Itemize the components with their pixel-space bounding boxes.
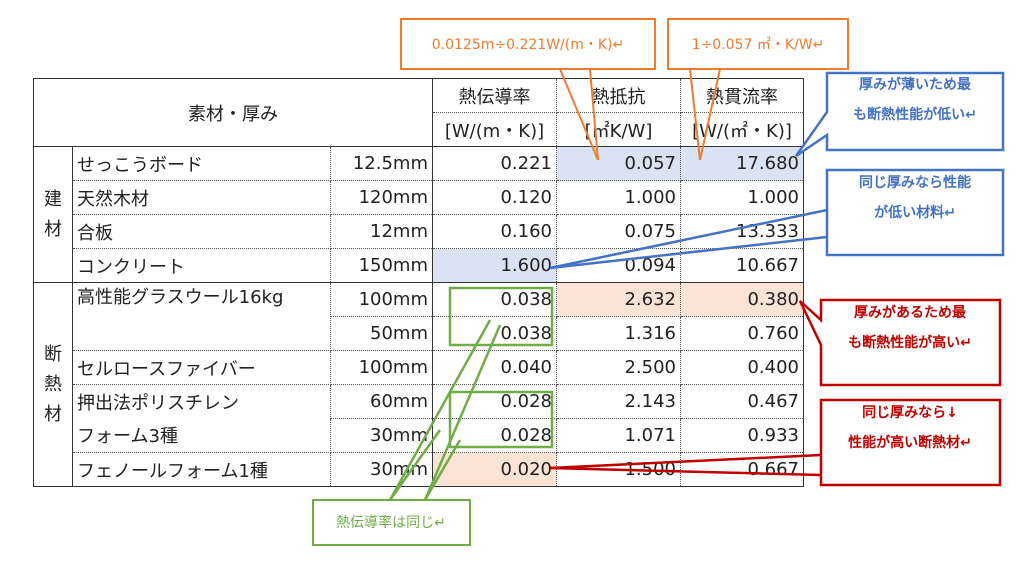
cell: 10.667 bbox=[680, 248, 804, 283]
cell: 60mm bbox=[330, 384, 433, 419]
cell: 0.020 bbox=[432, 452, 557, 487]
material-table: 素材・厚み 熱伝導率 熱抵抗 熱貫流率 [W/(m・K)] [㎡K/W] [W/(㎡・K… bbox=[33, 78, 804, 487]
cell: 2.500 bbox=[556, 350, 681, 385]
row: 天然木材 120mm 0.120 1.000 1.000 bbox=[34, 180, 804, 215]
cell: 2.632 bbox=[556, 282, 681, 317]
cell: 1.316 bbox=[556, 316, 681, 351]
cell: 12.5mm bbox=[330, 146, 433, 181]
callout-text: 同じ厚みなら性能 bbox=[859, 174, 971, 191]
cell: 0.160 bbox=[432, 214, 557, 249]
cell: 建 材 bbox=[33, 146, 73, 283]
cell: フォーム3種 bbox=[72, 418, 331, 453]
row: 50mm 0.038 1.316 0.760 bbox=[34, 316, 804, 351]
callout-text: 1÷0.057 ㎡・K/W↵ bbox=[692, 37, 825, 53]
cell: 0.400 bbox=[680, 350, 804, 385]
callout-text: 0.0125m÷0.221W/(m・K)↵ bbox=[432, 37, 624, 53]
row: 建 材せっこうボード 12.5mm 0.221 0.057 17.680 bbox=[33, 146, 804, 283]
cell: 150mm bbox=[330, 248, 433, 283]
row: フォーム3種 30mm 0.028 1.071 0.933 bbox=[34, 418, 804, 453]
cell: 断 熱 材 bbox=[33, 282, 73, 487]
callout-text: 熱伝導率は同じ↵ bbox=[336, 514, 446, 531]
cell: 1.071 bbox=[556, 418, 681, 453]
cell: 天然木材 bbox=[72, 180, 331, 215]
header: 熱伝導率 bbox=[432, 78, 557, 113]
row: フェノールフォーム1種 30mm 0.020 1.500 0.667 bbox=[34, 452, 804, 487]
cell: せっこうボード bbox=[72, 146, 331, 181]
header: 熱貫流率 bbox=[680, 78, 804, 113]
cell: セルロースファイバー bbox=[72, 350, 331, 385]
callout-text: 厚みがあるため最 bbox=[854, 304, 967, 321]
cell: 0.075 bbox=[556, 214, 681, 249]
header-unit: [㎡K/W] bbox=[556, 112, 681, 147]
header-unit: [W/(㎡・K)] bbox=[680, 112, 804, 147]
cell: 0.380 bbox=[680, 282, 804, 317]
callout-text: 性能が高い断熱材↵ bbox=[848, 434, 972, 451]
cell: フェノールフォーム1種 bbox=[72, 452, 331, 487]
cell: 0.120 bbox=[432, 180, 557, 215]
cell: 合板 bbox=[72, 214, 331, 249]
cell: 30mm bbox=[330, 418, 433, 453]
cell: 30mm bbox=[330, 452, 433, 487]
callout-text: が低い材料↵ bbox=[874, 204, 956, 221]
cell: 0.057 bbox=[556, 146, 681, 181]
row: 押出法ポリスチレン 60mm 0.028 2.143 0.467 bbox=[34, 384, 804, 419]
cell: 0.028 bbox=[432, 384, 557, 419]
cell: 0.040 bbox=[432, 350, 557, 385]
cell: 0.221 bbox=[432, 146, 557, 181]
table-body: 建 材せっこうボード 12.5mm 0.221 0.057 17.680 天然木材 120m… bbox=[33, 146, 804, 487]
callout-text: も断熱性能が低い↵ bbox=[853, 106, 977, 123]
cell: 0.760 bbox=[680, 316, 804, 351]
callout-text: も断熱性能が高い↵ bbox=[848, 334, 972, 351]
cell: 1.600 bbox=[432, 248, 557, 283]
callout-text: 同じ厚みなら↓ bbox=[862, 405, 958, 421]
cell: 1.000 bbox=[556, 180, 681, 215]
row: 合板 12mm 0.160 0.075 13.333 bbox=[34, 214, 804, 249]
cell: 120mm bbox=[330, 180, 433, 215]
row: セルロースファイバー 100mm 0.040 2.500 0.400 bbox=[34, 350, 804, 385]
cell: 0.467 bbox=[680, 384, 804, 419]
callout-text: 厚みが薄いため最 bbox=[859, 76, 972, 93]
